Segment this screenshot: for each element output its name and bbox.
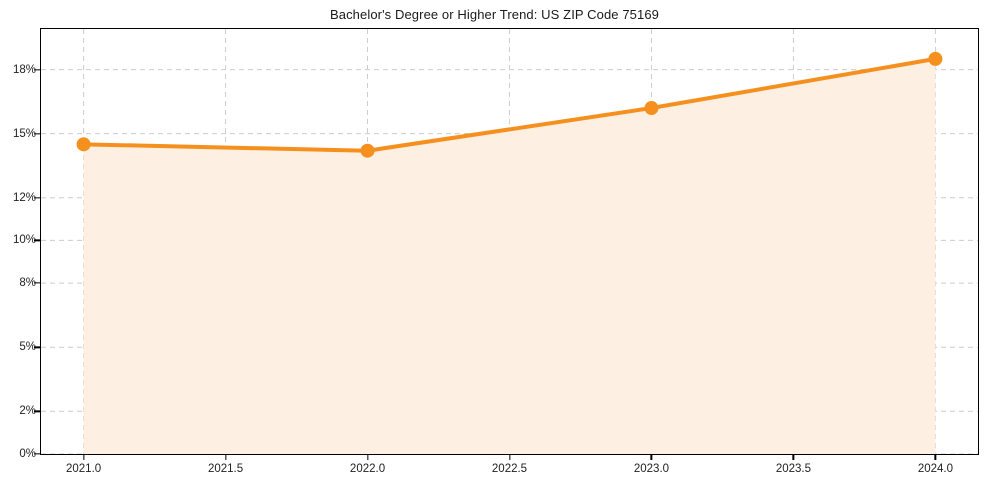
- trend-line: [81, 56, 938, 153]
- x-tick-label: 2022.5: [491, 463, 528, 475]
- x-tick-label: 2021.5: [207, 463, 244, 475]
- data-point-marker: [76, 137, 91, 152]
- x-tick-label: 2024.0: [917, 463, 953, 475]
- x-tick-mark: [508, 455, 511, 460]
- y-tick-label: 12%: [12, 191, 36, 204]
- y-tick-mark: [34, 410, 40, 412]
- x-tick-mark: [366, 455, 369, 460]
- y-axis-tick-labels: 0% 2% 5% 8% 10% 12% 15% 18%: [0, 0, 36, 490]
- y-tick-mark: [34, 282, 40, 284]
- y-tick-label: 0%: [19, 448, 36, 460]
- y-tick-mark: [34, 197, 40, 199]
- y-tick-mark: [34, 239, 40, 242]
- y-tick-mark: [34, 346, 40, 348]
- x-tick-mark: [792, 455, 795, 460]
- data-point-marker: [928, 51, 943, 66]
- x-tick-mark: [82, 455, 85, 460]
- y-tick-mark: [34, 132, 40, 135]
- data-point-marker: [360, 143, 375, 158]
- x-tick-label: 2022.0: [349, 463, 386, 475]
- x-tick-label: 2023.5: [775, 463, 812, 475]
- y-tick-label: 2%: [19, 405, 36, 418]
- y-tick-mark: [34, 453, 40, 455]
- x-axis-tick-labels: 2021.0 2021.5 2022.0 2022.5 2023.0 2023.5 2024…: [0, 463, 989, 487]
- x-tick-mark: [224, 455, 227, 460]
- y-tick-label: 15%: [12, 127, 36, 140]
- y-tick-label: 5%: [19, 341, 36, 354]
- data-series-bachelors-degree: [76, 51, 943, 454]
- x-tick-label: 2023.0: [633, 463, 670, 475]
- data-point-marker: [644, 101, 659, 116]
- x-tick-label: 2021.0: [65, 463, 102, 475]
- y-tick-label: 8%: [19, 277, 36, 290]
- area-fill: [83, 58, 936, 454]
- y-tick-label: 10%: [12, 234, 36, 247]
- chart-title: Bachelor's Degree or Higher Trend: US ZI…: [329, 7, 659, 22]
- y-tick-mark: [34, 68, 40, 71]
- plot-area: [40, 28, 979, 455]
- x-tick-mark: [934, 455, 937, 460]
- y-tick-label: 18%: [12, 63, 36, 76]
- x-tick-mark: [650, 455, 653, 460]
